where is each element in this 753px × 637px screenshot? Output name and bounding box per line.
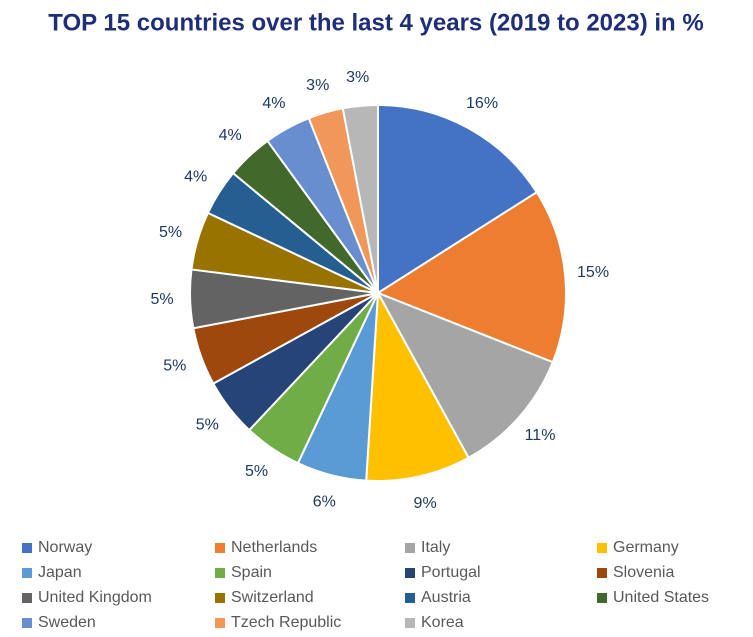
pie-slice <box>375 291 555 460</box>
legend-label: Germany <box>613 539 679 556</box>
legend-swatch <box>22 593 32 603</box>
legend-label: Tzech Republic <box>231 614 341 631</box>
legend-swatch <box>405 618 415 628</box>
pie-slice <box>341 103 379 294</box>
data-label: 5% <box>163 357 186 374</box>
legend-label: Slovenia <box>613 564 674 581</box>
legend-label: Austria <box>421 589 471 606</box>
data-label: 5% <box>151 291 174 308</box>
legend-label: Norway <box>38 539 92 556</box>
legend-label: Italy <box>421 539 450 556</box>
data-label: 3% <box>346 69 369 86</box>
legend-swatch <box>215 568 225 578</box>
pie-slice <box>365 289 470 482</box>
legend-swatch <box>597 593 607 603</box>
data-label: 3% <box>306 77 329 94</box>
legend-swatch <box>597 568 607 578</box>
pie-slice <box>375 190 567 364</box>
legend-label: Portugal <box>421 564 481 581</box>
legend-swatch <box>22 543 32 553</box>
legend-label: United Kingdom <box>38 589 152 606</box>
legend-label: Switzerland <box>231 589 314 606</box>
legend-swatch <box>215 618 225 628</box>
legend-label: Sweden <box>38 614 96 631</box>
data-label: 5% <box>196 417 219 434</box>
data-label: 16% <box>466 95 498 112</box>
data-label: 11% <box>525 427 556 444</box>
legend-label: United States <box>613 589 709 606</box>
data-label: 4% <box>262 95 285 112</box>
legend-label: Korea <box>421 614 464 631</box>
legend-swatch <box>405 593 415 603</box>
data-label: 15% <box>577 264 609 281</box>
legend-swatch <box>405 543 415 553</box>
data-label: 5% <box>159 224 182 241</box>
data-label: 9% <box>414 495 437 512</box>
legend-swatch <box>597 543 607 553</box>
legend-label: Japan <box>38 564 82 581</box>
legend-swatch <box>22 618 32 628</box>
pie-slice <box>377 103 539 295</box>
data-label: 4% <box>184 168 207 185</box>
data-label: 4% <box>219 127 242 144</box>
legend-swatch <box>215 593 225 603</box>
data-label: 6% <box>313 493 336 510</box>
legend-label: Spain <box>231 564 272 581</box>
legend-label: Netherlands <box>231 539 317 556</box>
chart-title: TOP 15 countries over the last 4 years (… <box>48 9 703 36</box>
legend-swatch <box>405 568 415 578</box>
legend-swatch <box>215 543 225 553</box>
legend-swatch <box>22 568 32 578</box>
data-label: 5% <box>245 463 268 480</box>
